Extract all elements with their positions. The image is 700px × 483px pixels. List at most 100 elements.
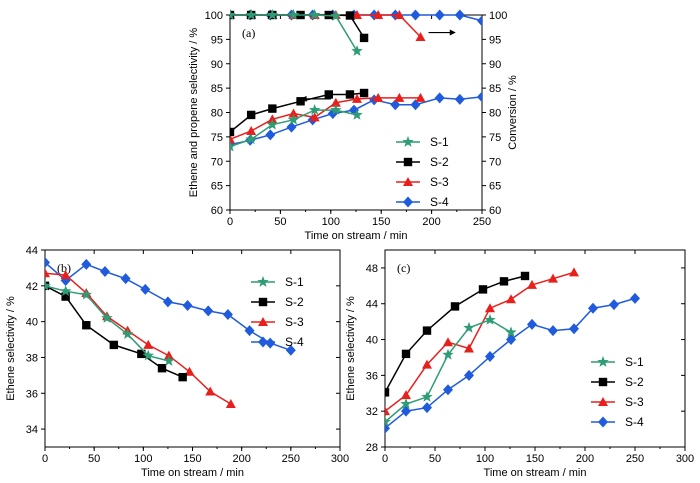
data-point <box>230 127 235 137</box>
series-S-3-selectivity <box>230 92 426 144</box>
x-axis-label: Time on stream / min <box>305 230 408 242</box>
data-point <box>434 92 445 104</box>
data-point <box>120 273 131 285</box>
legend-marker <box>403 196 413 208</box>
data-point <box>454 93 465 105</box>
legend-label: S-4 <box>285 335 304 349</box>
y-tick-label: 28 <box>366 442 378 454</box>
data-point <box>351 45 363 56</box>
y-tick-label: 95 <box>211 34 223 46</box>
y-tick-label: 85 <box>211 83 223 95</box>
data-point <box>109 340 119 350</box>
panel-label: (c) <box>397 261 410 275</box>
series-S-1-conversion <box>230 9 363 56</box>
legend-marker <box>402 136 414 147</box>
y-tick-label: 90 <box>211 59 223 71</box>
y2-tick-label: 70 <box>489 156 501 168</box>
legend: S-1 S-2 S-3 S-4 <box>396 135 449 209</box>
data-point <box>230 140 236 152</box>
data-point <box>352 93 363 103</box>
legend-marker <box>598 377 608 387</box>
data-point <box>464 343 474 353</box>
legend-label: S-1 <box>625 355 644 369</box>
series-S-1-selectivity <box>230 104 363 152</box>
x-tick-label: 250 <box>473 216 491 228</box>
y-tick-label: 42 <box>26 281 38 293</box>
data-point <box>352 10 363 19</box>
data-point <box>81 258 92 270</box>
data-point <box>244 325 255 337</box>
legend-label: S-1 <box>430 135 449 149</box>
data-point <box>308 9 321 20</box>
data-point <box>287 113 300 125</box>
data-point <box>359 33 369 43</box>
data-point <box>265 129 276 141</box>
series-S-2 <box>45 281 187 382</box>
y-tick-label: 80 <box>211 108 223 120</box>
data-point <box>450 302 460 311</box>
legend-label: S-4 <box>430 195 449 209</box>
legend-marker <box>598 416 608 428</box>
data-point <box>506 334 516 346</box>
x-tick-label: 250 <box>626 453 644 465</box>
y-tick-label: 48 <box>366 263 378 275</box>
data-point <box>454 9 465 21</box>
data-point <box>527 279 537 289</box>
x-tick-label: 0 <box>42 453 48 465</box>
data-point <box>60 270 71 280</box>
data-point <box>230 9 236 20</box>
data-point <box>548 273 558 283</box>
y-tick-label: 44 <box>26 245 38 257</box>
data-point <box>630 292 640 304</box>
legend-label: S-4 <box>625 415 644 429</box>
data-point <box>401 405 411 417</box>
y-tick-label: 65 <box>211 181 223 193</box>
data-point <box>569 267 579 277</box>
legend-label: S-3 <box>625 395 644 409</box>
data-point <box>184 366 195 376</box>
data-point <box>410 9 421 21</box>
right-arrow-icon <box>449 29 456 36</box>
legend-label: S-1 <box>285 275 304 289</box>
data-point <box>421 390 433 402</box>
data-point <box>400 398 412 409</box>
y2-axis-label: Conversion / % <box>507 75 519 150</box>
x-tick-label: 150 <box>372 216 390 228</box>
x-tick-label: 150 <box>526 453 544 465</box>
data-point <box>477 15 482 27</box>
data-point <box>285 344 296 356</box>
legend-label: S-3 <box>285 315 304 329</box>
data-point <box>345 11 355 20</box>
data-point <box>401 349 411 359</box>
y2-tick-label: 65 <box>489 181 501 193</box>
y-tick-label: 32 <box>366 406 378 418</box>
data-point <box>415 31 426 41</box>
data-point <box>268 104 277 113</box>
data-point <box>162 296 173 308</box>
data-point <box>61 292 70 301</box>
series-line <box>385 275 526 393</box>
data-point <box>385 415 391 427</box>
series-S-3 <box>385 267 579 416</box>
y-axis-label: Ethene selectivity / % <box>345 296 357 401</box>
data-point <box>410 99 421 111</box>
legend: S-1 S-2 S-3 S-4 <box>251 275 304 349</box>
data-point <box>345 90 355 99</box>
y2-tick-label: 60 <box>489 205 501 217</box>
legend-marker <box>597 356 609 367</box>
data-point <box>385 388 390 397</box>
x-axis-label: Time on stream / min <box>141 467 244 479</box>
x-tick-label: 100 <box>322 216 340 228</box>
data-point <box>59 285 72 297</box>
y-tick-label: 40 <box>366 335 378 347</box>
data-point <box>246 126 257 136</box>
data-point <box>45 268 50 278</box>
y-axis-label: Ethene and propene selectivity / % <box>188 28 200 198</box>
y-tick-label: 40 <box>26 317 38 329</box>
data-point <box>422 326 432 335</box>
data-point <box>205 386 216 396</box>
data-point <box>588 302 598 314</box>
y-tick-label: 44 <box>366 299 378 311</box>
data-point <box>266 118 279 130</box>
data-point <box>505 326 517 338</box>
